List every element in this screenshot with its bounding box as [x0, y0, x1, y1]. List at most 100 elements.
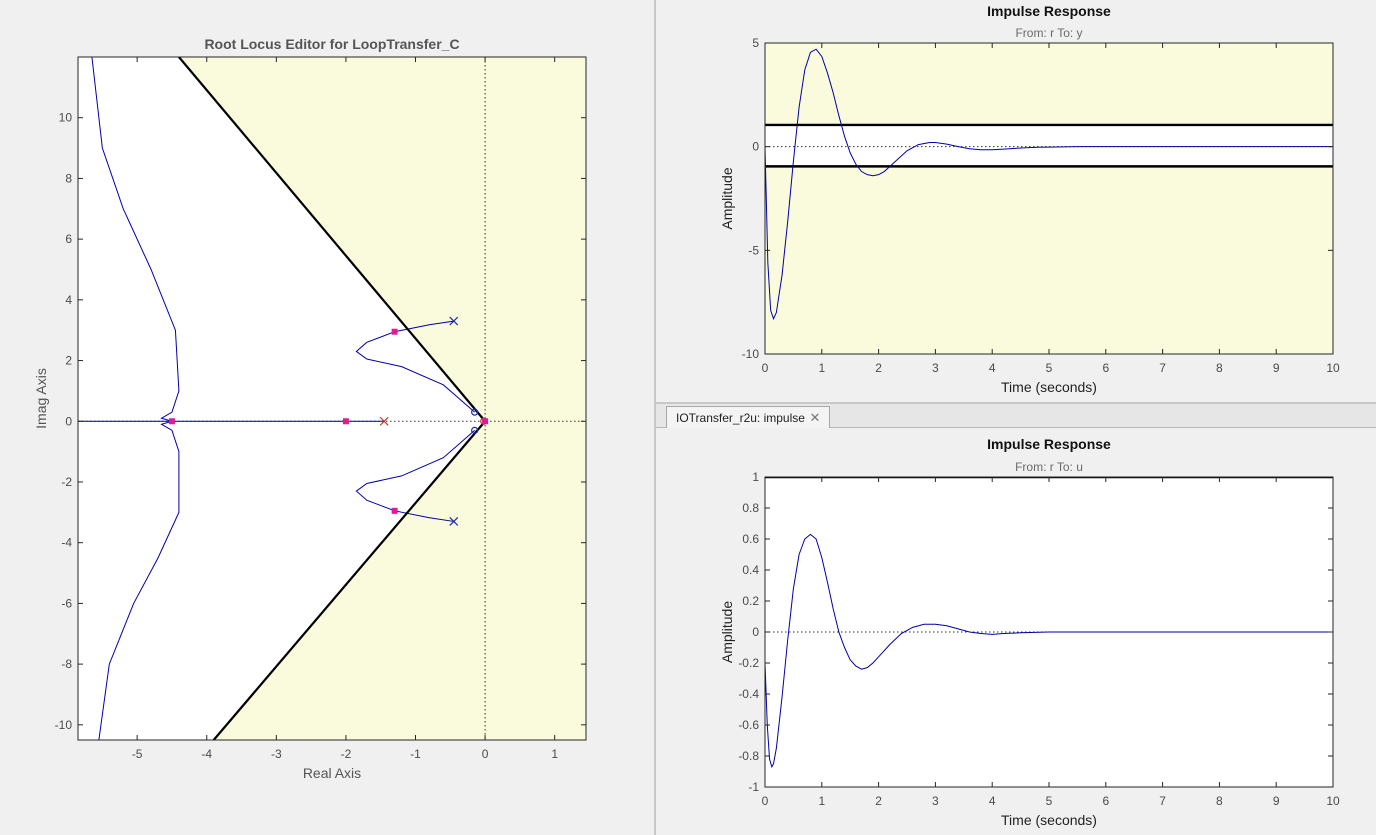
y-tick-label-2: -0.6: [738, 718, 759, 732]
x-tick-label-3: 3: [932, 794, 939, 808]
x-tick-label-2: 2: [875, 361, 882, 375]
y-tick-label-5: 0: [752, 625, 759, 639]
y-tick-label-10: 10: [59, 111, 73, 125]
allowed-band: [765, 124, 1333, 167]
y-tick-label-9: 8: [65, 171, 72, 185]
damping-boundary-0: [178, 57, 486, 422]
x-tick-label-1: 1: [818, 361, 825, 375]
y-tick-label-8: 6: [65, 232, 72, 246]
x-tick-label-3: -2: [341, 747, 352, 761]
y-tick-label-9: 0.8: [742, 501, 759, 515]
y-tick-label-7: 0.4: [742, 563, 759, 577]
y-tick-label-6: 2: [65, 354, 72, 368]
y-tick-label-4: -2: [61, 475, 72, 489]
locus-branch-4: [98, 420, 180, 740]
y-tick-label-1: -0.8: [738, 749, 759, 763]
x-tick-label-7: 7: [1159, 361, 1166, 375]
tab-strip: IOTransfer_r2u: impulse ✕: [656, 404, 1376, 428]
y-tick-label-1: -5: [748, 243, 759, 257]
y-tick-label-5: 0: [65, 414, 72, 428]
plot-content: [765, 48, 1333, 321]
close-icon[interactable]: ✕: [809, 409, 821, 425]
x-tick-label-0: 0: [762, 361, 769, 375]
x-tick-label-7: 7: [1159, 794, 1166, 808]
x-tick-label-9: 9: [1273, 361, 1280, 375]
y-axis-label: Imag Axis: [33, 368, 49, 429]
vertical-splitter[interactable]: [654, 0, 656, 835]
plot-area: [765, 43, 1333, 354]
closed-loop-pole-2: [342, 418, 349, 425]
y-tick-label-0: -10: [55, 718, 73, 732]
x-tick-label-6: 6: [1102, 361, 1109, 375]
y-tick-label-6: 0.2: [742, 594, 759, 608]
chart-title: Impulse Response: [987, 436, 1111, 452]
y-tick-label-10: 1: [752, 470, 759, 484]
open-loop-pole-1: [449, 517, 459, 526]
closed-loop-pole-3: [168, 418, 175, 425]
y-tick-label-1: -8: [61, 657, 72, 671]
y-tick-label-0: -1: [748, 780, 759, 794]
x-tick-label-6: 6: [1102, 794, 1109, 808]
x-tick-label-5: 0: [482, 747, 489, 761]
shaded-region: [178, 57, 586, 740]
y-tick-label-7: 4: [65, 293, 72, 307]
x-tick-label-6: 1: [551, 747, 558, 761]
chart-title: Root Locus Editor for LoopTransfer_C: [204, 36, 459, 52]
x-tick-label-2: 2: [875, 794, 882, 808]
plot-content: [78, 57, 586, 740]
open-loop-pole-0: [449, 316, 459, 326]
x-tick-label-0: -5: [132, 747, 143, 761]
open-loop-zero-0: [471, 408, 479, 416]
x-tick-label-1: -4: [201, 747, 212, 761]
response-line-0: [765, 48, 1333, 321]
closed-loop-pole-0: [391, 328, 398, 335]
x-tick-label-10: 10: [1326, 794, 1340, 808]
plot-content: [765, 477, 1333, 769]
x-tick-label-8: 8: [1216, 361, 1223, 375]
y-tick-label-2: -6: [61, 596, 72, 610]
y-tick-label-2: 0: [752, 140, 759, 154]
x-tick-label-0: 0: [762, 794, 769, 808]
x-tick-label-4: 4: [989, 361, 996, 375]
x-tick-label-10: 10: [1326, 361, 1340, 375]
open-loop-pole-2: [379, 416, 389, 426]
x-axis-label: Time (seconds): [1001, 379, 1097, 395]
y-tick-label-0: -10: [742, 347, 760, 361]
locus-branch-1: [355, 429, 475, 522]
x-tick-label-4: -1: [410, 747, 421, 761]
tab-iotransfer-r2u[interactable]: IOTransfer_r2u: impulse ✕: [666, 406, 830, 428]
y-tick-label-3: -4: [61, 536, 72, 550]
locus-branch-3: [91, 57, 180, 422]
x-tick-label-5: 5: [1046, 361, 1053, 375]
x-tick-label-5: 5: [1046, 794, 1053, 808]
y-tick-label-8: 0.6: [742, 532, 759, 546]
x-tick-label-2: -3: [271, 747, 282, 761]
x-tick-label-8: 8: [1216, 794, 1223, 808]
tab-label: IOTransfer_r2u: impulse: [676, 410, 805, 425]
x-axis-label: Time (seconds): [1001, 812, 1097, 828]
y-axis-label: Amplitude: [719, 167, 735, 229]
x-tick-label-9: 9: [1273, 794, 1280, 808]
closed-loop-pole-1: [391, 507, 398, 514]
locus-branch-0: [355, 320, 475, 413]
chart-1: 0 1 2 3 4 5 6 7 8 9 10 -10 -5 0 5 Impulse Response From:…: [719, 3, 1340, 395]
y-tick-label-3: 5: [752, 36, 759, 50]
x-tick-label-1: 1: [818, 794, 825, 808]
y-axis-label: Amplitude: [719, 601, 735, 663]
response-line-0: [765, 533, 1333, 769]
open-loop-zero-1: [471, 426, 479, 434]
y-tick-label-3: -0.4: [738, 687, 759, 701]
axes-frame: [77, 56, 587, 741]
chart-subtitle: From: r To: u: [1015, 460, 1083, 474]
x-axis-label: Real Axis: [303, 765, 361, 781]
horizontal-splitter[interactable]: [656, 402, 1376, 404]
x-tick-label-4: 4: [989, 794, 996, 808]
chart-title: Impulse Response: [987, 3, 1111, 19]
closed-loop-pole-4: [482, 418, 489, 425]
chart-subtitle: From: r To: y: [1015, 26, 1082, 40]
damping-boundary-1: [212, 420, 486, 740]
x-tick-label-3: 3: [932, 361, 939, 375]
chart-2: 0 1 2 3 4 5 6 7 8 9 10 -1 -0.8 -0.6 -0.4 -0.2 0 0.2 0.4 0.6…: [719, 436, 1340, 828]
